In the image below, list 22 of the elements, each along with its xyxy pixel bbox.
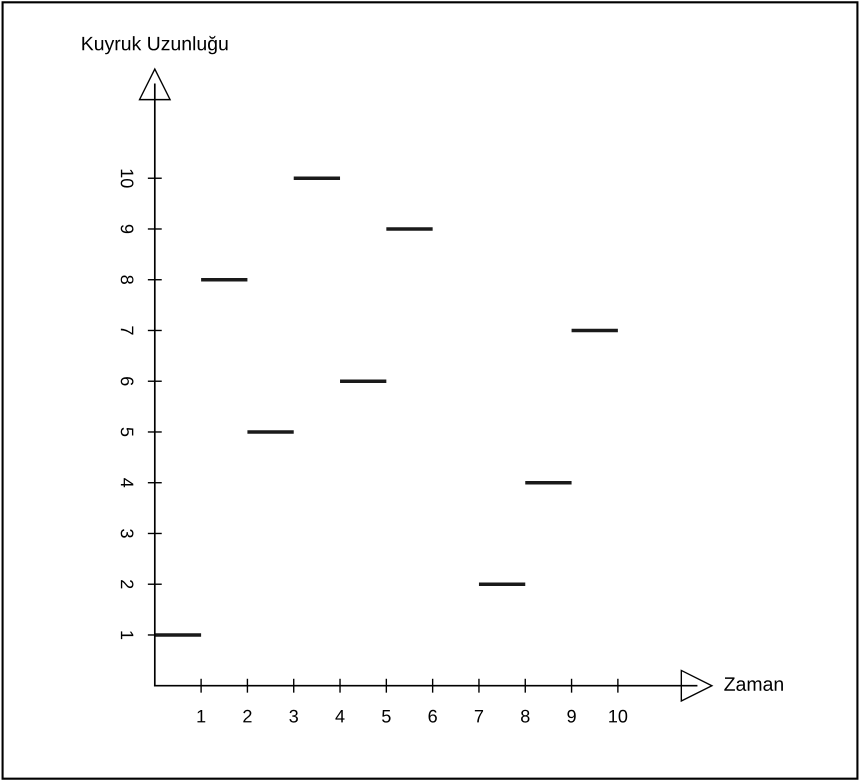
- x-tick-label: 1: [197, 710, 206, 722]
- y-tick-label: 1: [120, 631, 134, 640]
- x-tick-label: 3: [289, 710, 298, 723]
- y-axis-title: Kuyruk Uzunluğu: [82, 36, 228, 54]
- x-tick-label: 7: [474, 710, 484, 722]
- x-tick-label: 4: [335, 710, 345, 722]
- y-tick-label: 9: [120, 224, 134, 234]
- x-tick-label: 6: [428, 710, 437, 723]
- y-tick-label: 7: [120, 326, 134, 335]
- x-tick-label: 8: [521, 710, 530, 723]
- y-tick-label: 3: [120, 529, 134, 538]
- y-tick-label: 8: [120, 275, 134, 284]
- y-tick-label: 2: [120, 580, 134, 588]
- x-axis-title: Zaman: [724, 677, 783, 691]
- x-tick-label: 9: [567, 710, 576, 723]
- y-tick-label: 5: [120, 428, 134, 436]
- y-tick-label: 10: [120, 170, 134, 188]
- x-tick-label: 2: [243, 710, 252, 722]
- x-tick-label: 5: [382, 710, 391, 723]
- x-tick-label: 10: [609, 710, 628, 723]
- y-tick-label: 4: [120, 478, 134, 488]
- y-tick-label: 6: [120, 377, 134, 386]
